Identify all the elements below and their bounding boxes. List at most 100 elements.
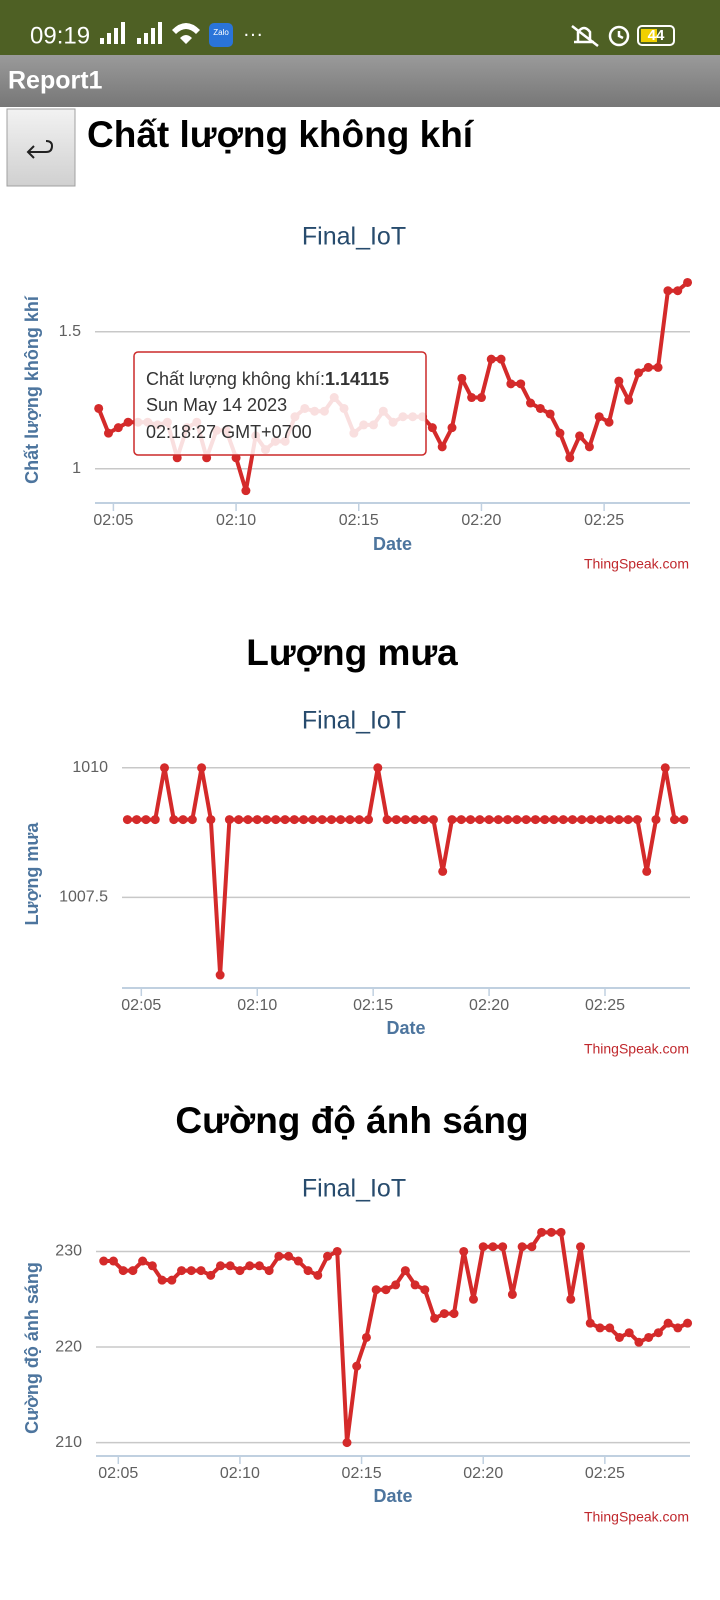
data-point [262, 815, 272, 825]
y-tick-label: 210 [55, 1434, 82, 1451]
data-point [103, 428, 113, 438]
data-point [575, 431, 585, 441]
data-point [516, 379, 526, 389]
data-point [317, 815, 327, 825]
data-point [186, 1266, 196, 1276]
data-point [467, 393, 477, 403]
x-tick-label: 02:15 [339, 512, 379, 529]
data-point [197, 763, 207, 773]
data-point [512, 815, 522, 825]
x-tick-label: 02:20 [461, 512, 501, 529]
data-point [308, 815, 318, 825]
data-point [280, 815, 290, 825]
data-point [653, 1328, 663, 1338]
data-point [157, 1275, 167, 1285]
x-tick-label: 02:25 [584, 512, 624, 529]
data-point [178, 815, 188, 825]
credit: ThingSpeak.com [584, 1509, 689, 1525]
data-point [468, 1294, 478, 1304]
data-point [586, 815, 596, 825]
data-point [160, 763, 170, 773]
tooltip-label: Chất lượng không khí: [146, 369, 325, 389]
x-tick-label: 02:10 [216, 512, 256, 529]
heading: Lượng mưa [246, 632, 458, 673]
back-arrow[interactable] [26, 140, 54, 159]
data-point [576, 1242, 586, 1252]
data-point [540, 815, 550, 825]
app-bar [0, 55, 720, 107]
data-point [243, 815, 253, 825]
x-tick-label: 02:20 [463, 1465, 503, 1482]
chart-title: Final_IoT [302, 1175, 406, 1203]
data-point [352, 1361, 362, 1371]
heading: Chất lượng không khí [87, 114, 475, 155]
data-point [526, 398, 536, 408]
back-button-bg[interactable] [6, 108, 76, 187]
x-tick-label: 02:25 [585, 997, 625, 1014]
data-point [565, 453, 575, 463]
data-point [108, 1256, 118, 1266]
y-axis-label: Cường độ ánh sáng [22, 1262, 42, 1434]
data-point [254, 1261, 264, 1271]
data-point [224, 815, 234, 825]
data-point [381, 1285, 391, 1295]
data-point [438, 866, 448, 876]
tooltip-value: 1.14115 [325, 369, 389, 389]
data-point [128, 1266, 138, 1276]
data-point [683, 277, 693, 287]
data-point [391, 815, 401, 825]
data-point [299, 815, 309, 825]
back-button[interactable] [6, 108, 76, 187]
data-point [475, 815, 485, 825]
data-point [427, 423, 437, 433]
data-point [206, 815, 216, 825]
credit: ThingSpeak.com [584, 1041, 689, 1057]
data-point [476, 393, 486, 403]
tooltip-time: 02:18:27 GMT+0700 [146, 422, 312, 442]
data-point [439, 1309, 449, 1319]
data-point [313, 1270, 323, 1280]
data-point [150, 815, 160, 825]
data-point [568, 815, 578, 825]
chart-title: Final_IoT [302, 223, 406, 251]
y-tick-label: 1.5 [59, 323, 81, 340]
data-point [670, 815, 680, 825]
app-icon [209, 23, 233, 47]
data-point [323, 1251, 333, 1261]
y-axis-label: Lượng mưa [22, 822, 42, 926]
data-point [517, 1242, 527, 1252]
data-point [342, 1438, 352, 1448]
data-point [225, 1261, 235, 1271]
data-point [663, 1318, 673, 1328]
data-point [614, 376, 624, 386]
data-point [624, 1328, 634, 1338]
data-point [447, 423, 457, 433]
data-point [428, 815, 438, 825]
app-bar-title: Report1 [8, 67, 103, 95]
data-point [410, 1280, 420, 1290]
data-point [634, 1337, 644, 1347]
data-point [604, 417, 614, 427]
data-point [484, 815, 494, 825]
data-point [215, 970, 225, 980]
status-time: 09:19 [30, 22, 90, 49]
data-point [506, 379, 516, 389]
x-tick-label: 02:10 [220, 1465, 260, 1482]
data-point [683, 1318, 693, 1328]
data-point [549, 815, 559, 825]
x-tick-label: 02:25 [585, 1465, 625, 1482]
data-point [122, 815, 132, 825]
data-point [614, 1332, 624, 1342]
signal-icons [100, 22, 200, 44]
data-point [138, 1256, 148, 1266]
data-point [293, 1256, 303, 1266]
data-point [449, 1309, 459, 1319]
status-bar [0, 0, 720, 55]
data-point [241, 486, 251, 496]
data-point [364, 815, 374, 825]
data-point [457, 373, 467, 383]
x-tick-label: 02:15 [353, 997, 393, 1014]
data-point [354, 815, 364, 825]
data-point [430, 1313, 440, 1323]
